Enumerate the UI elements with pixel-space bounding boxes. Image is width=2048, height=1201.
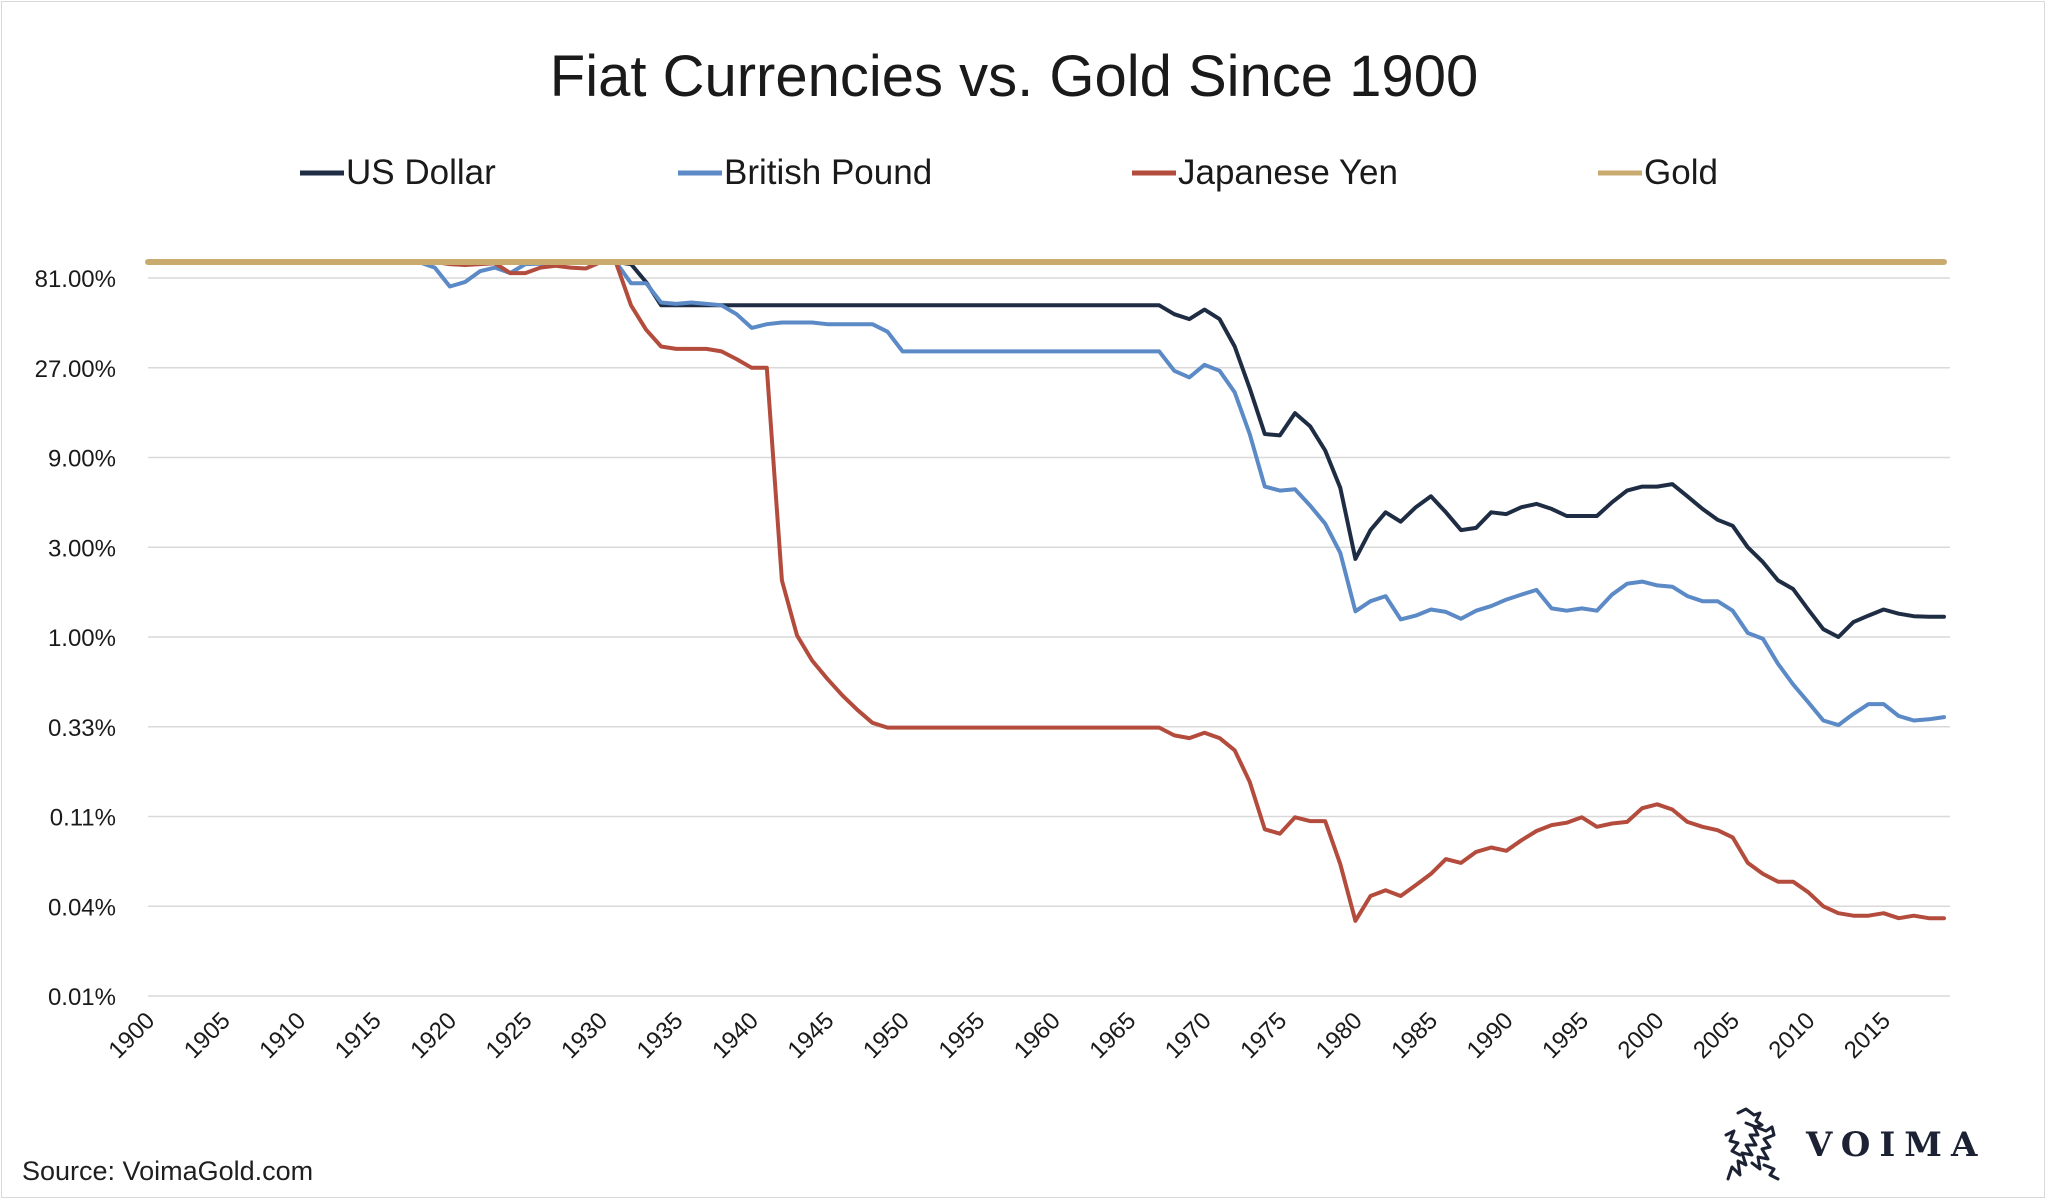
y-tick-label: 9.00% — [48, 446, 116, 473]
x-tick-label: 1915 — [330, 1007, 387, 1064]
x-tick-label: 1980 — [1311, 1007, 1368, 1064]
series-line-us-dollar — [146, 260, 1946, 639]
x-tick-label: 2015 — [1839, 1007, 1896, 1064]
y-tick-label: 0.04% — [48, 894, 116, 921]
x-tick-label: 2000 — [1613, 1007, 1670, 1064]
x-tick-label: 1935 — [632, 1007, 689, 1064]
series-line-british-pound — [146, 260, 1946, 728]
x-axis: 1900 1905 1910 1915 1920 1925 1930 1935 1940 1945… — [103, 1007, 1895, 1064]
legend-label: Japanese Yen — [1178, 153, 1398, 192]
chart-title: Fiat Currencies vs. Gold Since 1900 — [550, 44, 1478, 109]
voima-logo: VOIMA — [1716, 1105, 1986, 1185]
gridlines — [148, 277, 1950, 997]
x-tick-label: 1960 — [1009, 1007, 1066, 1064]
legend: US Dollar British Pound Japanese Yen Gold — [300, 153, 1718, 192]
x-tick-label: 2005 — [1688, 1007, 1745, 1064]
y-tick-label: 0.11% — [50, 805, 116, 832]
x-tick-label: 1930 — [556, 1007, 613, 1064]
y-tick-label: 81.00% — [35, 266, 116, 293]
x-tick-label: 1925 — [481, 1007, 538, 1064]
x-tick-label: 1995 — [1537, 1007, 1594, 1064]
x-tick-label: 1990 — [1462, 1007, 1519, 1064]
x-tick-label: 1970 — [1160, 1007, 1217, 1064]
x-tick-label: 1985 — [1386, 1007, 1443, 1064]
x-tick-label: 1940 — [707, 1007, 764, 1064]
legend-item-japanese-yen: Japanese Yen — [1132, 153, 1398, 192]
x-tick-label: 1910 — [254, 1007, 311, 1064]
x-tick-label: 1945 — [783, 1007, 840, 1064]
y-tick-label: 1.00% — [48, 625, 116, 652]
legend-item-us-dollar: US Dollar — [300, 153, 496, 192]
legend-label: British Pound — [724, 153, 932, 192]
y-tick-label: 3.00% — [48, 535, 116, 562]
y-axis: 81.00% 27.00% 9.00% 3.00% 1.00% 0.33% 0.11% 0.0… — [35, 266, 116, 1011]
x-tick-label: 1905 — [179, 1007, 236, 1064]
legend-item-british-pound: British Pound — [678, 153, 932, 192]
x-tick-label: 1955 — [933, 1007, 990, 1064]
lion-rampant-icon — [1724, 1107, 1780, 1181]
legend-label: Gold — [1644, 153, 1718, 192]
x-tick-label: 1920 — [405, 1007, 462, 1064]
x-tick-label: 2010 — [1764, 1007, 1821, 1064]
x-tick-label: 1900 — [103, 1007, 160, 1064]
logo-wordmark: VOIMA — [1806, 1125, 1987, 1165]
x-tick-label: 1975 — [1235, 1007, 1292, 1064]
legend-item-gold: Gold — [1598, 153, 1718, 192]
y-tick-label: 0.01% — [48, 984, 116, 1011]
legend-label: US Dollar — [346, 153, 496, 192]
x-tick-label: 1965 — [1084, 1007, 1141, 1064]
source-note: Source: VoimaGold.com — [22, 1156, 314, 1186]
series-lines — [145, 259, 1947, 923]
x-tick-label: 1950 — [858, 1007, 915, 1064]
y-tick-label: 0.33% — [48, 715, 116, 742]
series-line-japanese-yen — [146, 260, 1946, 923]
y-tick-label: 27.00% — [35, 356, 116, 383]
